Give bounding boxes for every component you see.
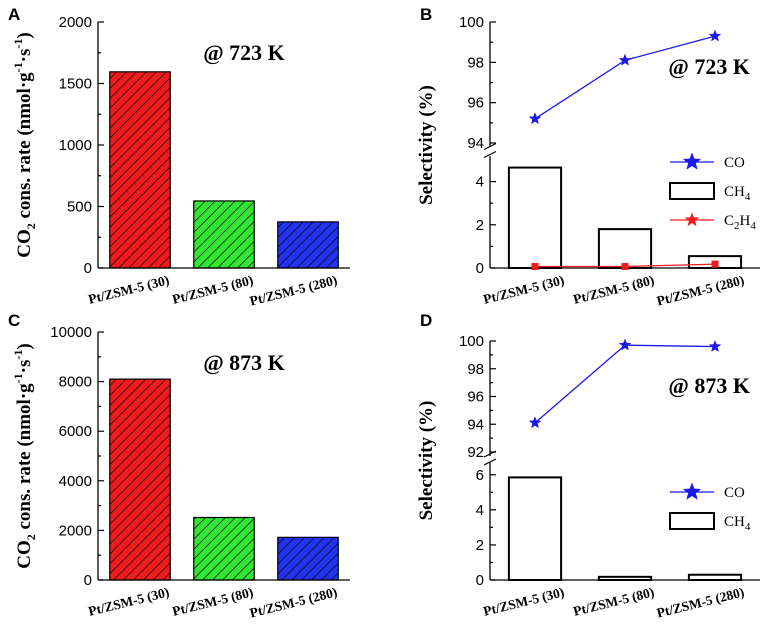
panel-label: A (8, 5, 20, 24)
y-tick-label: 2000 (59, 14, 92, 31)
y-tick-label: 4000 (59, 473, 92, 490)
x-tick-label: Pt/ZSM-5 (280) (655, 584, 746, 620)
x-tick-label: Pt/ZSM-5 (80) (171, 272, 255, 307)
co-point (618, 53, 632, 66)
x-tick-label: Pt/ZSM-5 (80) (572, 584, 656, 619)
legend-box-icon (669, 182, 715, 200)
axis-break-mark (483, 142, 497, 151)
co-point (708, 29, 722, 42)
annotation: @ 723 K (203, 40, 285, 65)
y-tick-label: 2 (476, 217, 484, 234)
axis-break-mark (483, 458, 497, 466)
co-point (528, 416, 542, 429)
x-tick-label: Pt/ZSM-5 (280) (248, 584, 339, 620)
legend-label: CO (724, 485, 745, 501)
c2h4-point (531, 262, 539, 270)
bar-outline (193, 200, 255, 269)
annotation: @ 873 K (668, 373, 750, 398)
y-tick-label: 92 (467, 444, 484, 461)
y-tick-label: 96 (467, 95, 484, 112)
y-tick-label: 1500 (59, 76, 92, 93)
x-tick-label: Pt/ZSM-5 (80) (171, 584, 255, 619)
y-tick-label: 6 (476, 467, 484, 484)
y-tick-label: 500 (67, 199, 92, 216)
x-tick-label: Pt/ZSM-5 (30) (87, 272, 171, 307)
panel-label: D (420, 311, 432, 330)
y-tick-label: 0 (476, 572, 484, 589)
chart-panel-b: 94 96 98 100 0 2 4 Pt/ZSM-5 (30) Pt/ZSM-5 (80) Pt… (416, 14, 760, 309)
x-tick-label: Pt/ZSM-5 (280) (655, 272, 746, 308)
y-tick-label: 100 (459, 14, 484, 31)
ch4-bar (687, 573, 743, 582)
c2h4-point (711, 260, 719, 268)
y-tick-label: 2000 (59, 522, 92, 539)
co-point (618, 338, 632, 351)
c2h4-point (621, 262, 629, 270)
chart-panel-d: 92 94 96 98 100 0 2 4 6 Pt/ZSM-5 (30) Pt/ZSM-5 (80… (416, 333, 760, 621)
legend-star-icon (684, 212, 700, 227)
x-tick-label: Pt/ZSM-5 (30) (87, 584, 171, 619)
bar-outline (277, 536, 339, 581)
y-tick-label: 94 (467, 135, 484, 152)
chart-panel-c: Pt/ZSM-5 (30) Pt/ZSM-5 (80)Pt/ZSM-5 (280)… (11, 324, 350, 621)
y-axis-label: Selectivity (%) (416, 85, 437, 205)
y-tick-label: 1000 (59, 137, 92, 154)
y-tick-label: 98 (467, 54, 484, 71)
legend: CO CH4 C2H4 (669, 152, 756, 232)
x-tick-label: Pt/ZSM-5 (80) (572, 272, 656, 307)
y-tick-label: 0 (84, 572, 92, 589)
y-tick-label: 0 (84, 260, 92, 277)
legend: CO CH4 (669, 482, 751, 533)
panel-label: C (8, 311, 20, 330)
legend-star-icon (682, 482, 702, 500)
y-tick-label: 4 (476, 502, 484, 519)
y-axis-label: CO2 cons. rate (nmol·g-1·s-1) (11, 343, 38, 569)
axis-break-mark (483, 150, 497, 159)
ch4-bar (597, 575, 653, 582)
x-tick-label: Pt/ZSM-5 (30) (482, 272, 566, 307)
y-tick-label: 6000 (59, 423, 92, 440)
legend-label: CO (724, 155, 745, 171)
annotation: @ 873 K (203, 350, 285, 375)
legend-label: CH4 (724, 184, 751, 203)
ch4-bar (687, 255, 743, 269)
chart-panel-a: Pt/ZSM-5 (30) Pt/ZSM-5 (80)Pt/ZSM-5 (280)… (11, 14, 350, 309)
x-tick-label: Pt/ZSM-5 (280) (248, 272, 339, 308)
y-tick-label: 96 (467, 389, 484, 406)
y-tick-label: 0 (476, 260, 484, 277)
bar-outline (109, 71, 171, 269)
bar-outline (109, 378, 171, 581)
co-point (708, 339, 722, 352)
y-tick-label: 8000 (59, 374, 92, 391)
x-tick-label: Pt/ZSM-5 (30) (482, 584, 566, 619)
legend-label: CH4 (724, 514, 751, 533)
ch4-bar (597, 228, 653, 269)
y-tick-label: 4 (476, 174, 484, 191)
ch4-bar (507, 476, 563, 581)
legend-label: C2H4 (724, 213, 756, 232)
y-tick-label: 94 (467, 416, 484, 433)
y-tick-label: 10000 (50, 324, 92, 341)
legend-star-icon (682, 152, 702, 170)
legend-box-icon (669, 512, 715, 530)
y-tick-label: 98 (467, 361, 484, 378)
y-axis-label: CO2 cons. rate (nmol·g-1·s-1) (11, 32, 38, 258)
y-tick-label: 2 (476, 537, 484, 554)
y-tick-label: 100 (459, 333, 484, 350)
bar-outline (193, 516, 255, 581)
y-axis-label: Selectivity (%) (416, 401, 437, 521)
panel-label: B (420, 5, 432, 24)
co-point (528, 112, 542, 125)
ch4-bar (507, 166, 563, 269)
bar-outline (277, 221, 339, 269)
annotation: @ 723 K (668, 54, 750, 79)
